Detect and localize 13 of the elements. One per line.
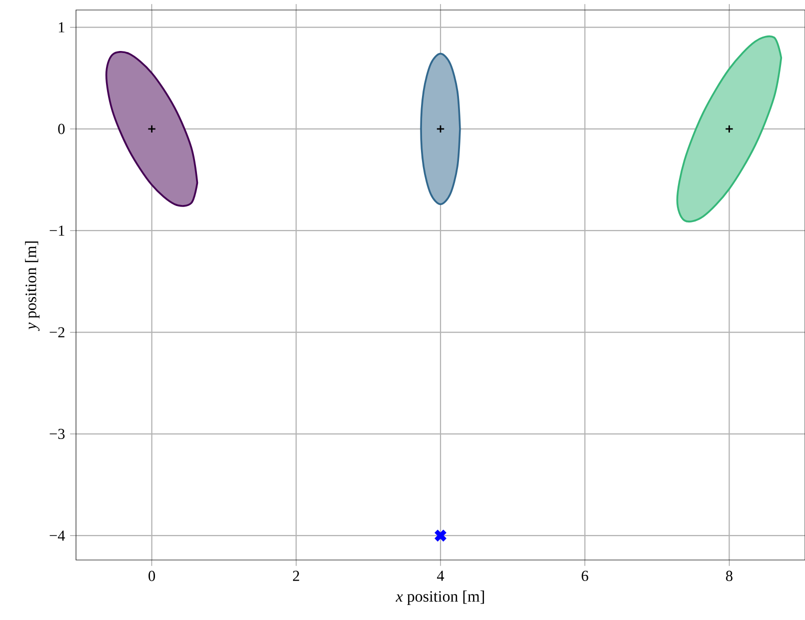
y-tick-label: 0 <box>58 124 65 134</box>
x-tick-label: 4 <box>437 570 444 581</box>
x-tick-label: 6 <box>582 570 588 582</box>
y-tick-label: −1 <box>50 226 64 236</box>
y-tick-label: −4 <box>50 530 65 541</box>
x-tick-label: 2 <box>293 570 300 581</box>
x-tick-label: 0 <box>148 570 156 582</box>
y-tick-label: 1 <box>58 22 64 32</box>
y-tick-label: −2 <box>50 327 64 338</box>
x-axis-title: x position [m] <box>396 590 484 605</box>
y-tick-label: −3 <box>50 428 65 440</box>
x-tick-label: 8 <box>726 570 732 582</box>
y-axis-title: y position [m] <box>25 242 40 331</box>
